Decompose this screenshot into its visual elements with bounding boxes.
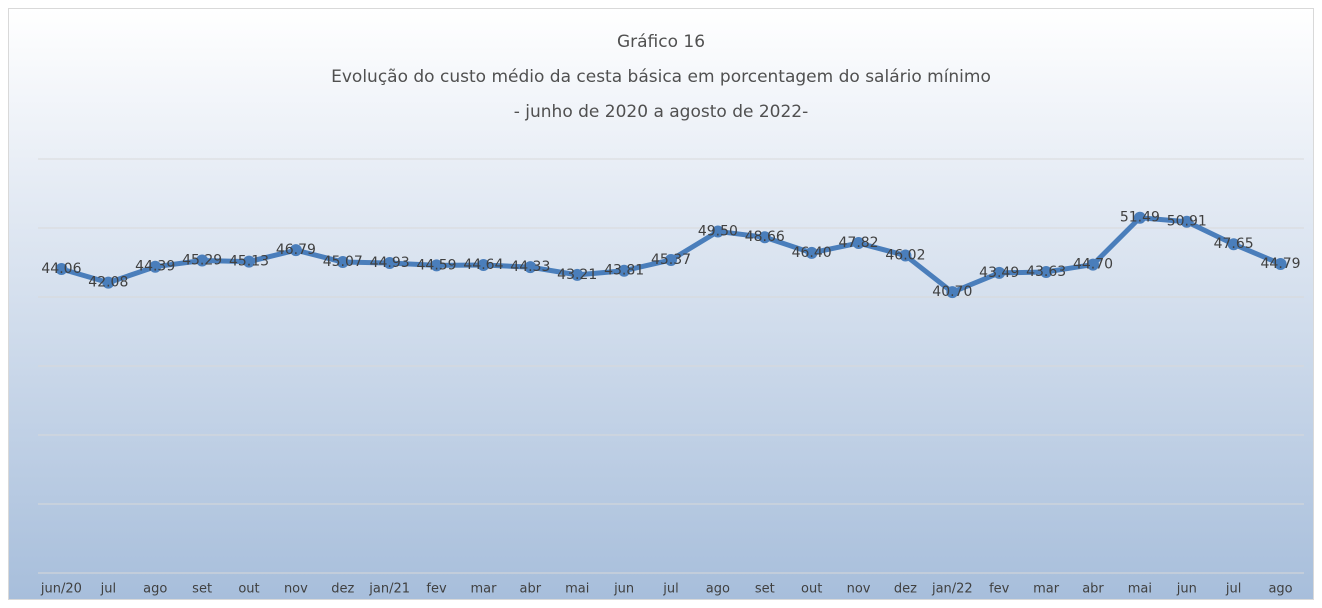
point-marker (1040, 265, 1053, 278)
x-tick-label: set (192, 582, 212, 597)
point-marker (289, 244, 302, 257)
x-tick-label: mai (1128, 582, 1152, 597)
point-marker (618, 264, 631, 277)
x-tick-label: jan/22 (931, 582, 973, 597)
x-tick-label: dez (331, 582, 354, 597)
point-marker (1180, 215, 1193, 228)
data-label: 44.93 (370, 255, 410, 271)
x-tick-label: out (801, 582, 822, 597)
x-tick-label: ago (143, 582, 167, 597)
point-marker (805, 246, 818, 259)
data-label: 49.50 (698, 223, 738, 239)
data-label: 40.70 (932, 284, 972, 300)
point-marker (711, 225, 724, 238)
data-label: 44.64 (463, 257, 503, 273)
data-label: 43.49 (979, 265, 1019, 281)
chart-subtitle: - junho de 2020 a agosto de 2022- (514, 102, 809, 122)
point-marker (243, 255, 255, 268)
x-tick-label: fev (426, 582, 447, 597)
data-label: 45.37 (651, 252, 691, 268)
x-tick-label: set (755, 582, 775, 597)
data-label: 51.49 (1120, 210, 1160, 226)
point-marker (946, 286, 959, 299)
point-marker (55, 262, 68, 275)
data-label: 45.13 (229, 254, 269, 270)
x-tick-label: jun/20 (40, 582, 82, 597)
chart-subtitle: Evolução do custo médio da cesta básica … (331, 67, 991, 87)
data-label: 45.29 (182, 252, 222, 268)
point-marker (1227, 238, 1240, 251)
point-marker (149, 260, 162, 273)
data-label: 43.63 (1026, 264, 1066, 280)
x-tick-label: nov (847, 582, 871, 597)
data-label: 43.21 (557, 267, 597, 283)
data-label: 47.65 (1214, 236, 1254, 252)
data-label: 44.59 (417, 257, 457, 273)
data-label: 43.81 (604, 263, 644, 279)
data-label: 46.40 (792, 245, 832, 261)
chart-title: Gráfico 16 (617, 32, 705, 52)
point-marker (1133, 211, 1146, 224)
point-marker (1274, 257, 1287, 270)
point-marker (665, 253, 677, 266)
x-tick-label: jun (613, 582, 634, 597)
data-label: 46.79 (276, 242, 316, 258)
point-marker (383, 256, 396, 269)
x-tick-label: mar (1033, 582, 1060, 597)
point-marker (899, 249, 912, 262)
point-marker (102, 276, 115, 289)
data-label: 44.39 (135, 259, 175, 275)
point-marker (758, 231, 771, 244)
point-marker (524, 261, 537, 274)
data-label: 44.06 (41, 261, 81, 277)
x-tick-label: jul (100, 582, 116, 597)
data-label: 45.07 (323, 254, 363, 270)
point-marker (196, 254, 209, 267)
point-marker (477, 258, 490, 271)
x-tick-label: fev (989, 582, 1010, 597)
chart-area (8, 8, 1314, 600)
data-label: 48.66 (745, 229, 785, 245)
point-marker (571, 268, 584, 281)
x-tick-label: nov (284, 582, 308, 597)
data-label: 50.91 (1167, 214, 1207, 230)
data-label: 44.70 (1073, 257, 1113, 273)
x-tick-label: jun (1176, 582, 1197, 597)
x-tick-label: abr (1082, 582, 1104, 597)
data-label: 47.82 (839, 235, 879, 251)
point-marker (993, 266, 1006, 279)
x-tick-label: mai (565, 582, 589, 597)
x-tick-label: jan/21 (368, 582, 410, 597)
x-tick-label: jul (662, 582, 678, 597)
x-tick-label: jul (1225, 582, 1241, 597)
x-tick-label: mar (470, 582, 497, 597)
x-tick-label: abr (520, 582, 542, 597)
point-marker (430, 259, 443, 272)
data-label: 42.08 (88, 275, 128, 291)
x-tick-label: ago (1268, 582, 1292, 597)
data-label: 44.79 (1261, 256, 1301, 272)
data-label: 46.02 (885, 247, 925, 263)
x-tick-label: out (238, 582, 259, 597)
point-marker (336, 256, 349, 269)
point-marker (852, 237, 865, 250)
x-tick-label: dez (894, 582, 917, 597)
x-tick-label: ago (706, 582, 730, 597)
data-label: 44.33 (510, 259, 550, 275)
point-marker (1087, 258, 1099, 271)
